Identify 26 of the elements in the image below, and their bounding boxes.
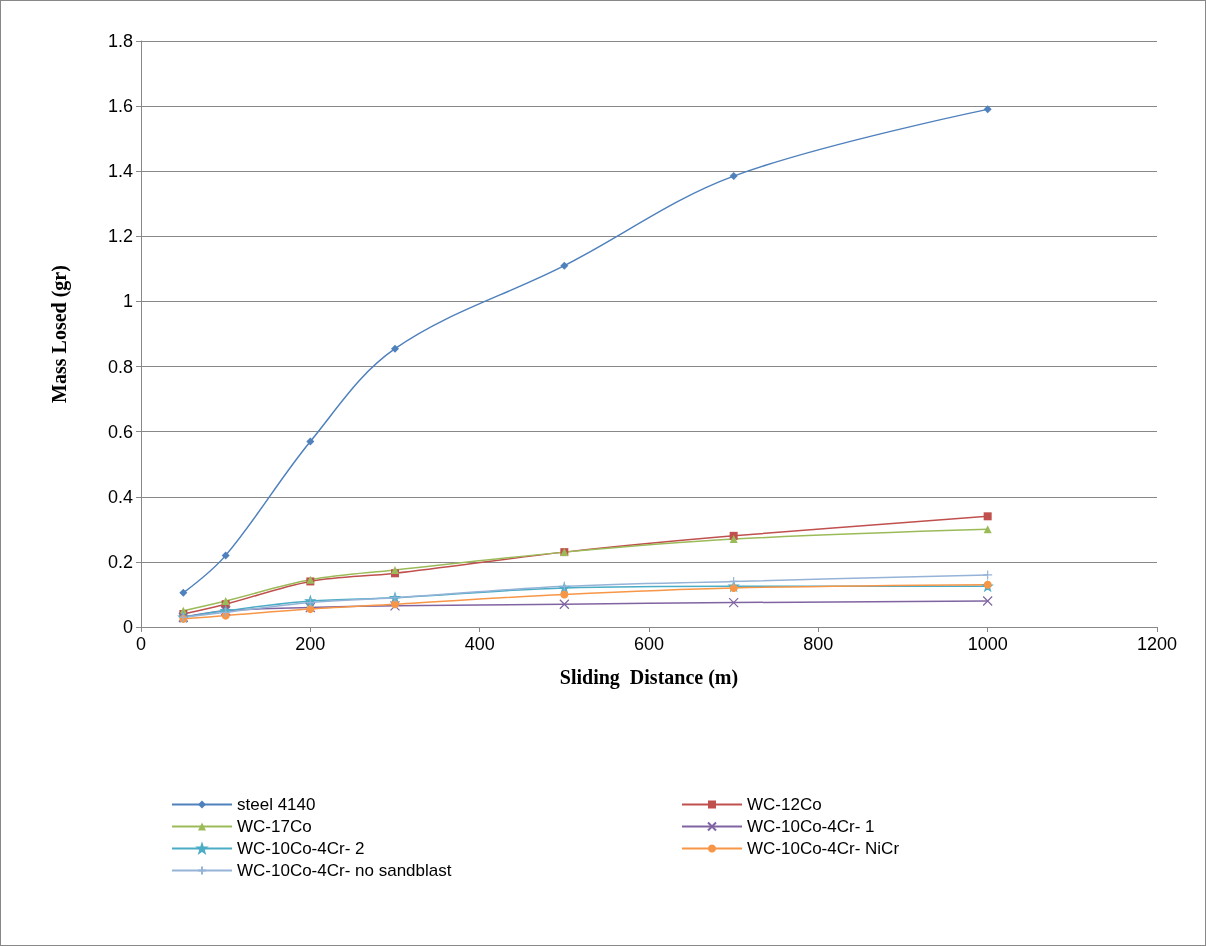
x-axis-title: Sliding Distance (m) — [559, 666, 739, 689]
x-tick-label: 1200 — [1136, 634, 1178, 654]
legend-label: WC-10Co-4Cr- no sandblast — [237, 861, 452, 880]
y-tick-label: 1.8 — [107, 31, 133, 51]
x-tick-label: 200 — [295, 634, 326, 654]
x-tick-label: 0 — [135, 634, 147, 654]
legend-label: WC-10Co-4Cr- 1 — [747, 817, 875, 836]
y-tick-label: 1 — [122, 291, 133, 312]
y-tick-label: 0.8 — [107, 356, 133, 377]
legend-label: WC-12Co — [747, 795, 822, 814]
y-tick-label: 0 — [122, 617, 133, 637]
y-tick-label: 1.6 — [107, 96, 133, 117]
x-tick-label: 400 — [464, 634, 495, 654]
x-tick-label: 600 — [633, 634, 665, 654]
x-tick-label: 1000 — [967, 634, 1008, 654]
y-tick-label: 0.2 — [107, 551, 133, 572]
x-tick-label: 800 — [803, 634, 834, 654]
y-tick-label: 1.2 — [107, 226, 133, 247]
y-tick-label: 0.4 — [107, 486, 133, 507]
y-tick-label: 0.6 — [107, 421, 133, 442]
y-tick-label: 1.4 — [107, 161, 133, 182]
legend-label: WC-17Co — [237, 817, 312, 836]
legend-label: steel 4140 — [237, 795, 316, 814]
legend-label: WC-10Co-4Cr- NiCr — [747, 839, 900, 858]
legend-label: WC-10Co-4Cr- 2 — [237, 839, 365, 858]
y-axis-title: Mass Losed (gr) — [48, 265, 71, 403]
